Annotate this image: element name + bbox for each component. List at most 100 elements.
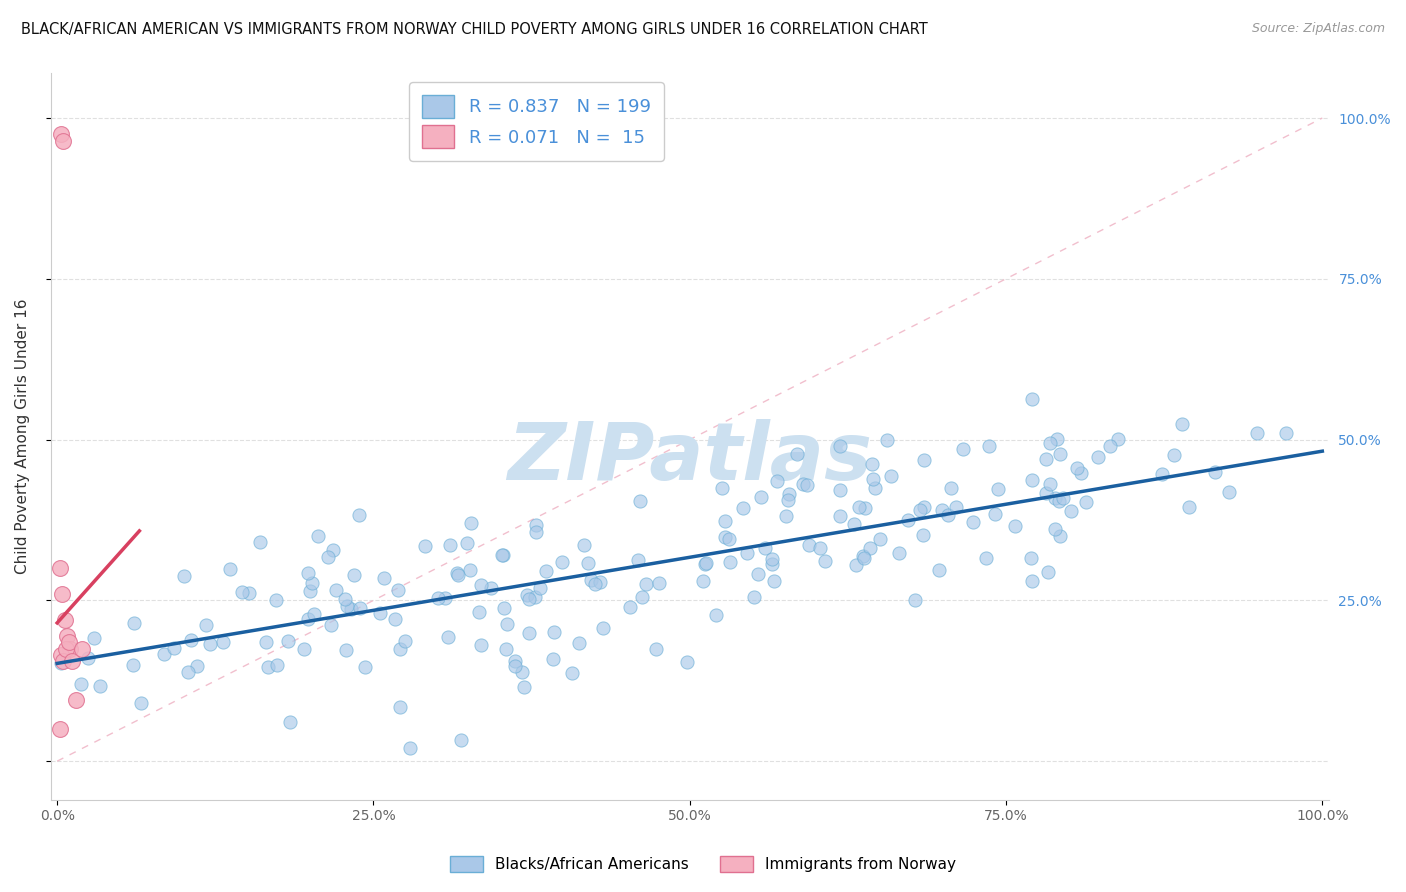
Point xyxy=(897,513,920,527)
Point xyxy=(1099,440,1122,454)
Point xyxy=(1043,491,1066,505)
Point xyxy=(413,539,436,553)
Point xyxy=(389,642,412,657)
Point xyxy=(747,566,769,581)
Point xyxy=(321,617,343,632)
Point xyxy=(714,530,737,544)
Point xyxy=(733,501,755,516)
Point xyxy=(491,548,513,562)
Point xyxy=(460,516,482,530)
Point xyxy=(786,447,808,461)
Point xyxy=(434,591,457,605)
Point xyxy=(572,537,595,551)
Point xyxy=(583,577,606,591)
Point xyxy=(1019,551,1042,566)
Point xyxy=(517,625,540,640)
Point xyxy=(513,680,536,694)
Y-axis label: Child Poverty Among Girls Under 16: Child Poverty Among Girls Under 16 xyxy=(15,299,30,574)
Point xyxy=(55,641,77,656)
Point xyxy=(51,587,73,601)
Point xyxy=(48,722,70,736)
Point xyxy=(636,577,658,591)
Point xyxy=(952,442,974,456)
Point xyxy=(89,679,111,693)
Point xyxy=(880,469,903,483)
Point xyxy=(354,660,377,674)
Point xyxy=(962,516,984,530)
Point xyxy=(458,564,481,578)
Point xyxy=(439,538,461,552)
Point xyxy=(523,591,546,605)
Point xyxy=(524,517,547,532)
Point xyxy=(266,658,288,673)
Point xyxy=(59,641,82,656)
Point xyxy=(828,508,851,523)
Point xyxy=(619,599,641,614)
Point xyxy=(676,656,699,670)
Point xyxy=(384,612,406,626)
Point xyxy=(576,557,599,571)
Point xyxy=(876,433,898,447)
Point xyxy=(851,549,873,563)
Point xyxy=(936,508,959,522)
Point xyxy=(860,457,883,471)
Point xyxy=(761,557,783,571)
Point xyxy=(219,562,242,576)
Point xyxy=(977,439,1000,453)
Point xyxy=(368,606,391,620)
Point xyxy=(479,581,502,595)
Point xyxy=(343,568,366,582)
Point xyxy=(814,554,837,568)
Point xyxy=(60,655,83,669)
Point xyxy=(912,500,935,514)
Point xyxy=(122,615,145,630)
Point xyxy=(1246,426,1268,441)
Point xyxy=(470,578,492,592)
Point xyxy=(212,635,235,649)
Point xyxy=(373,571,395,585)
Point xyxy=(470,638,492,652)
Point xyxy=(859,541,882,556)
Point xyxy=(778,493,800,508)
Point xyxy=(316,550,339,565)
Point xyxy=(797,538,820,552)
Point xyxy=(297,612,319,626)
Point xyxy=(761,552,783,566)
Point xyxy=(388,700,411,714)
Text: Source: ZipAtlas.com: Source: ZipAtlas.com xyxy=(1251,22,1385,36)
Point xyxy=(1021,574,1043,589)
Point xyxy=(83,631,105,645)
Point xyxy=(754,541,776,555)
Point xyxy=(1036,565,1059,579)
Point xyxy=(492,548,515,562)
Point xyxy=(1074,495,1097,509)
Legend: Blacks/African Americans, Immigrants from Norway: Blacks/African Americans, Immigrants fro… xyxy=(441,848,965,880)
Point xyxy=(579,573,602,587)
Point xyxy=(264,593,287,607)
Point xyxy=(307,529,329,543)
Point xyxy=(1204,465,1226,479)
Point xyxy=(1049,447,1071,461)
Point xyxy=(456,535,478,549)
Point xyxy=(1046,432,1069,446)
Point xyxy=(529,581,551,595)
Point xyxy=(70,677,93,691)
Point xyxy=(1035,452,1057,467)
Point xyxy=(340,602,363,616)
Point xyxy=(1107,432,1129,446)
Point xyxy=(863,481,886,495)
Point xyxy=(349,601,371,615)
Text: BLACK/AFRICAN AMERICAN VS IMMIGRANTS FROM NORWAY CHILD POVERTY AMONG GIRLS UNDER: BLACK/AFRICAN AMERICAN VS IMMIGRANTS FRO… xyxy=(21,22,928,37)
Point xyxy=(325,582,347,597)
Point xyxy=(1066,461,1088,475)
Point xyxy=(695,556,717,570)
Point xyxy=(592,621,614,635)
Point xyxy=(49,127,72,141)
Point xyxy=(195,618,218,632)
Point xyxy=(505,658,527,673)
Point xyxy=(908,503,931,517)
Point xyxy=(297,566,319,580)
Point xyxy=(77,650,100,665)
Point xyxy=(853,550,876,565)
Point xyxy=(1035,486,1057,500)
